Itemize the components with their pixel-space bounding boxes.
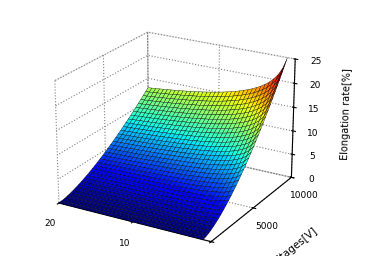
Y-axis label: Voltages[V]: Voltages[V] bbox=[266, 226, 320, 256]
